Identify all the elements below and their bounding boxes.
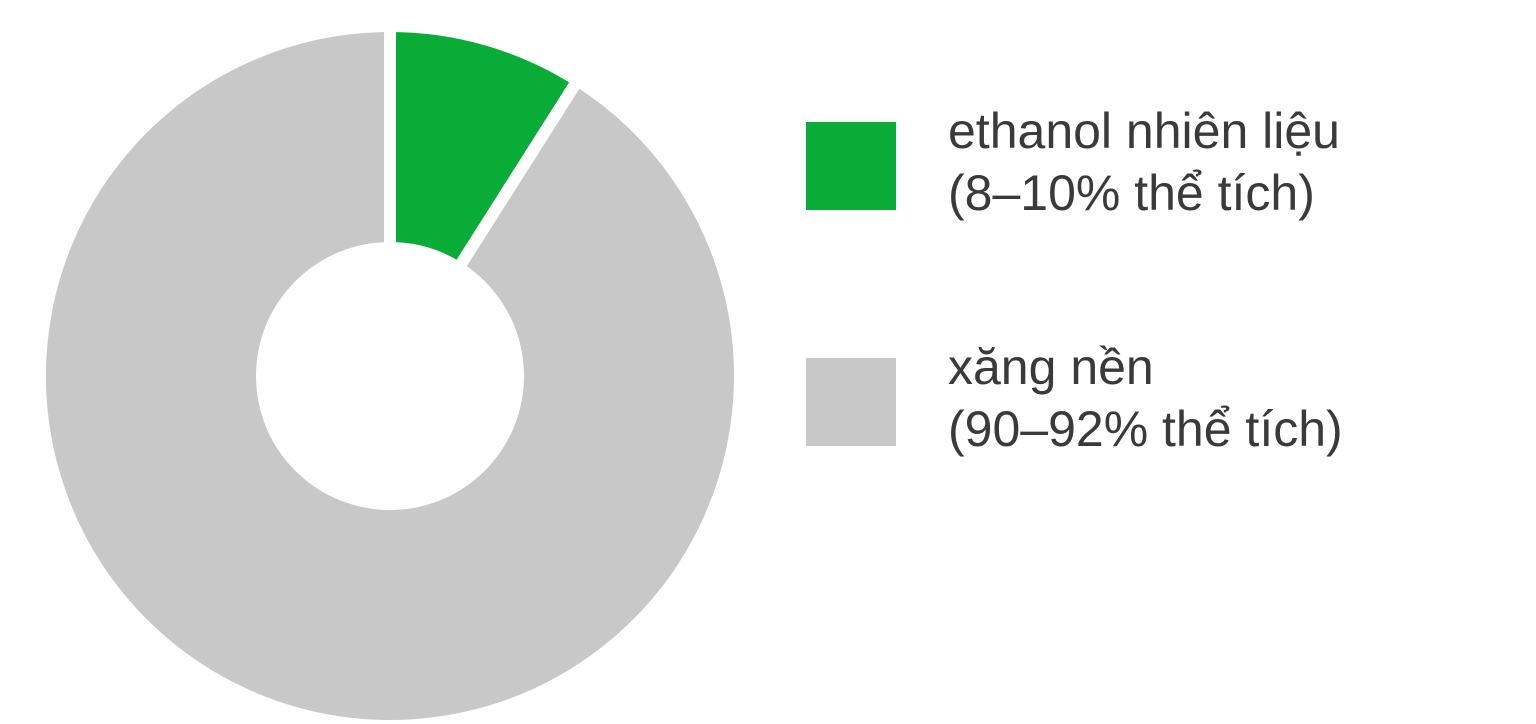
donut-chart [34, 19, 746, 724]
legend-item-gasoline: xăng nền (90–92% thể tích) [806, 336, 1526, 457]
legend-label-ethanol-line1: ethanol nhiên liệu [948, 103, 1340, 159]
legend-label-gasoline-line1: xăng nền [948, 339, 1154, 395]
donut-slice-0 [384, 19, 586, 277]
legend-label-ethanol-line2: (8–10% thể tích) [948, 165, 1315, 221]
legend-swatch-gasoline [806, 358, 896, 446]
legend-label-ethanol: ethanol nhiên liệu (8–10% thể tích) [948, 100, 1340, 224]
legend-label-gasoline: xăng nền (90–92% thể tích) [948, 336, 1343, 460]
legend-item-ethanol: ethanol nhiên liệu (8–10% thể tích) [806, 100, 1526, 221]
donut-slice-1 [34, 19, 746, 724]
legend: ethanol nhiên liệu (8–10% thể tích) xăng… [806, 100, 1526, 457]
legend-label-gasoline-line2: (90–92% thể tích) [948, 401, 1343, 457]
legend-swatch-ethanol [806, 122, 896, 210]
